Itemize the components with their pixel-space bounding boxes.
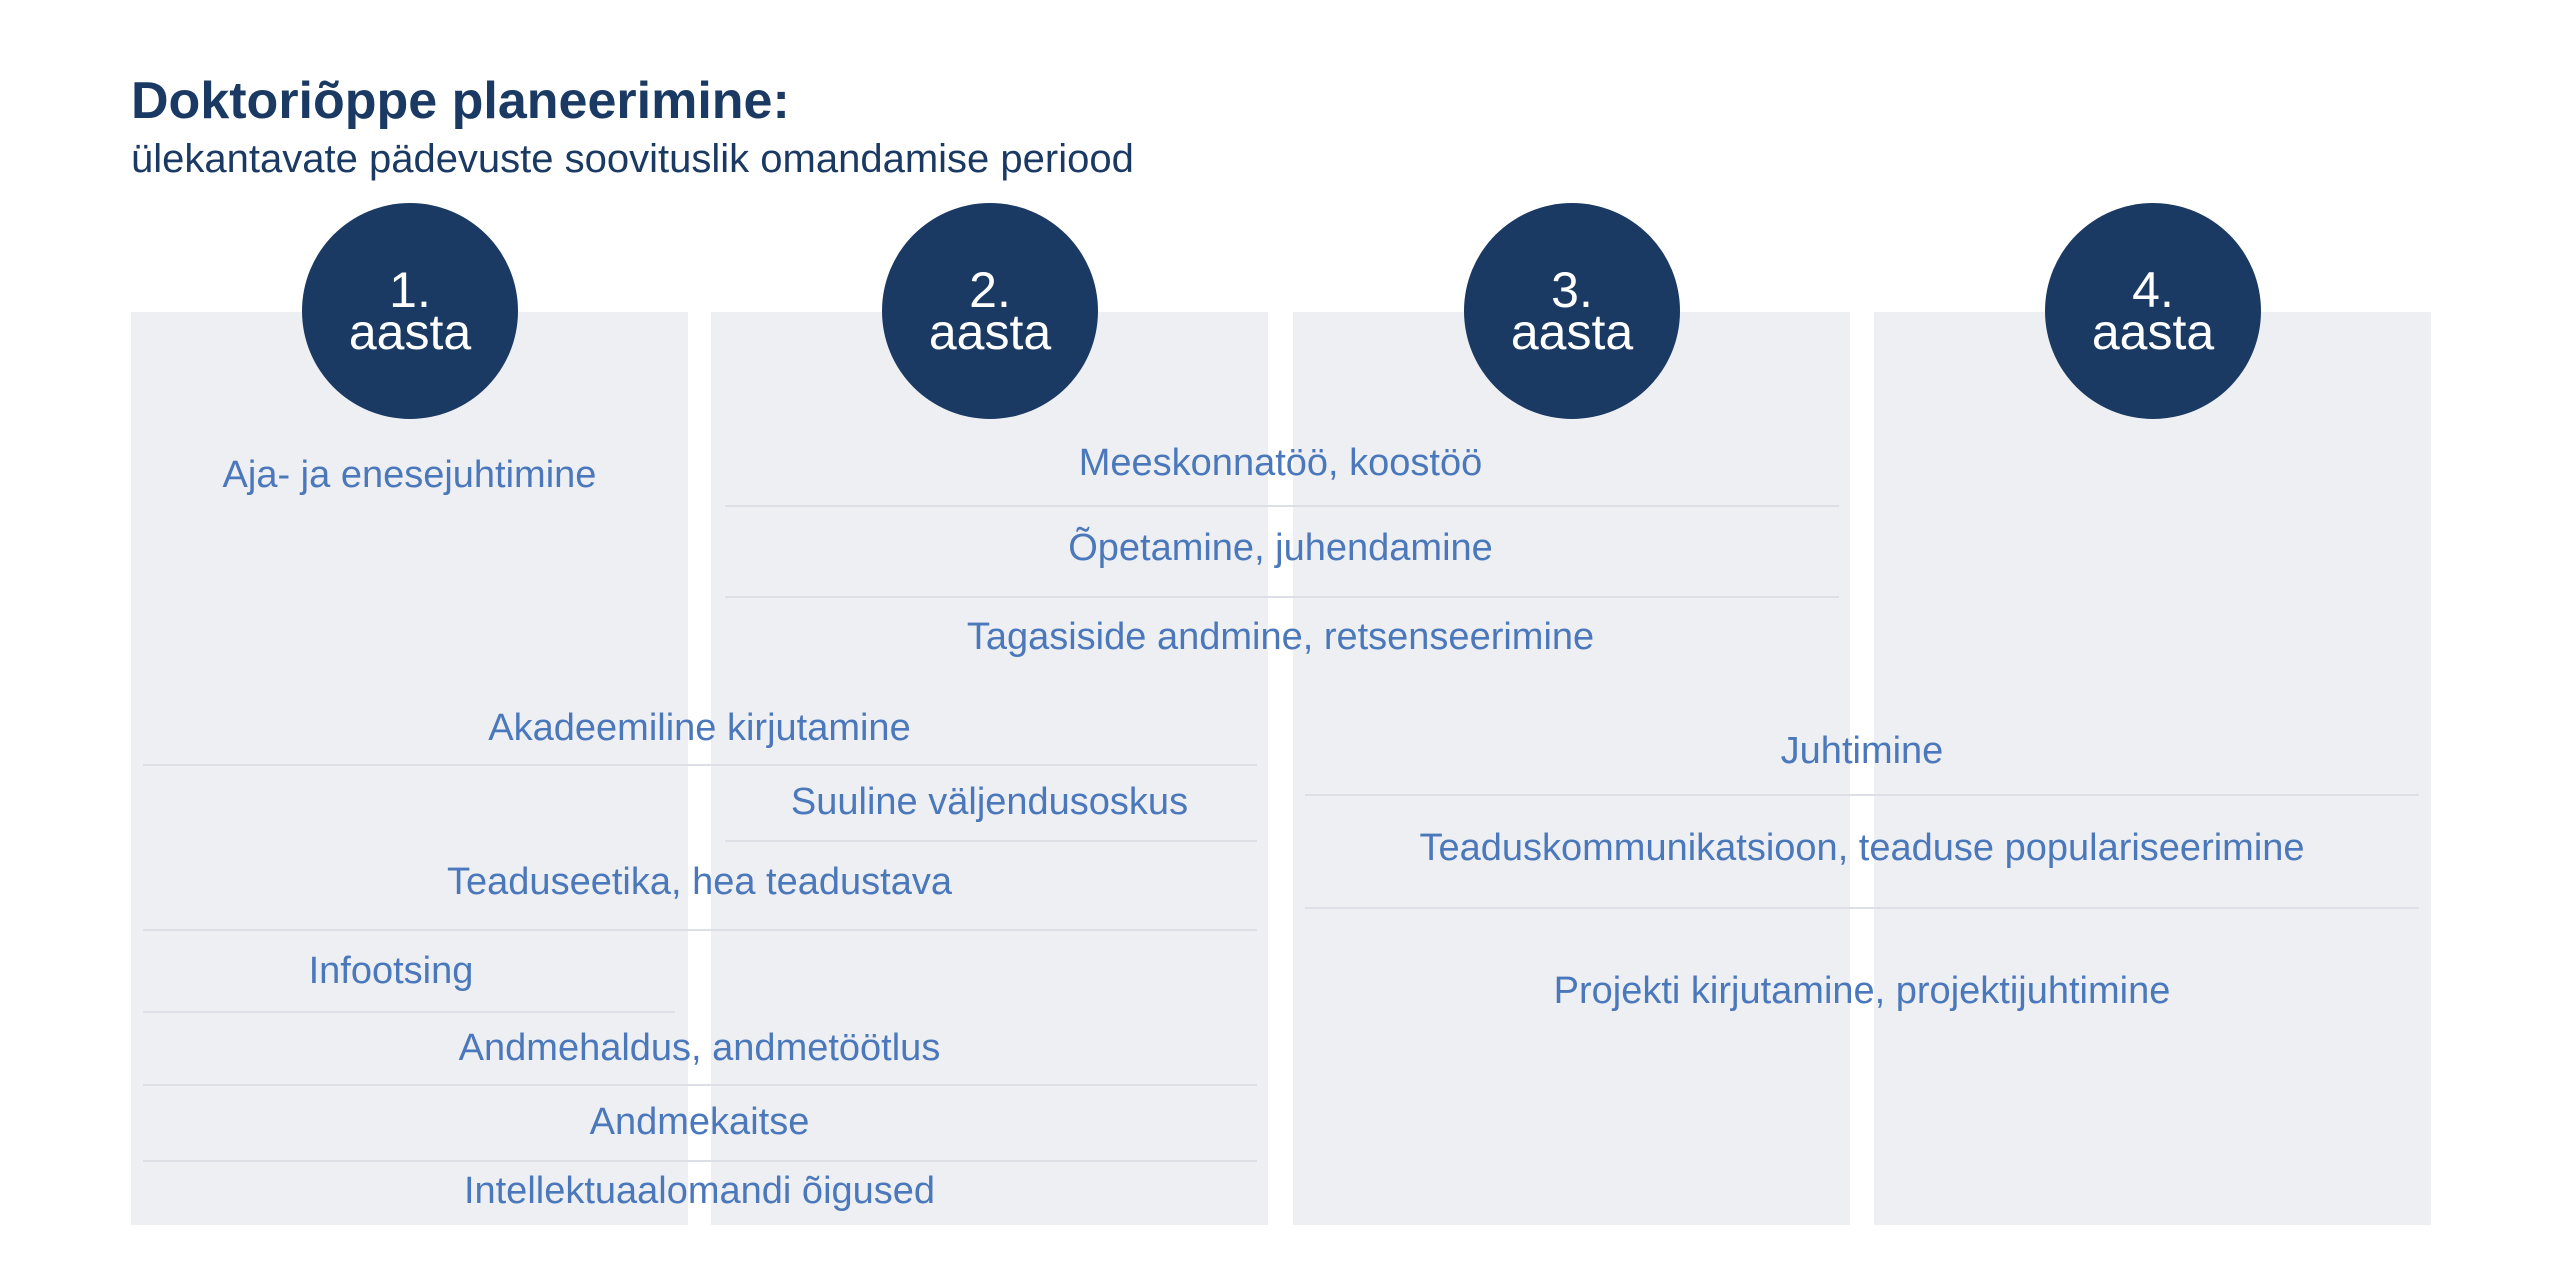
year-3-column	[1293, 312, 1850, 1225]
competency-teaching: Õpetamine, juhendamine	[1068, 527, 1493, 569]
year-word: aasta	[928, 304, 1052, 360]
year-2-circle: 2. aasta	[882, 203, 1098, 419]
competency-data-management: Andmehaldus, andmetöötlus	[458, 1027, 941, 1069]
competency-time-management: Aja- ja enesejuhtimine	[222, 454, 597, 496]
year-number: 1.	[389, 261, 431, 318]
year-3-circle: 3. aasta	[1464, 203, 1680, 419]
year-4-column	[1874, 312, 2431, 1225]
competency-data-protection: Andmekaitse	[589, 1101, 810, 1143]
separator-line	[143, 1160, 1257, 1162]
competency-intellectual-property: Intellektuaalomandi õigused	[463, 1170, 936, 1212]
separator-line	[1305, 794, 2419, 796]
competency-academic-writing: Akadeemiline kirjutamine	[488, 707, 911, 749]
year-word: aasta	[1510, 304, 1634, 360]
separator-line	[1305, 907, 2419, 909]
separator-line	[143, 764, 1257, 766]
year-number: 4.	[2132, 261, 2174, 318]
competency-feedback: Tagasiside andmine, retsenseerimine	[966, 616, 1595, 658]
separator-line	[143, 1084, 1257, 1086]
year-word: aasta	[348, 304, 472, 360]
year-2-column	[711, 312, 1268, 1225]
year-number: 3.	[1551, 261, 1593, 318]
competency-oral-expression: Suuline väljendusoskus	[790, 781, 1189, 823]
year-1-column	[131, 312, 688, 1225]
competency-information-search: Infootsing	[308, 950, 474, 992]
year-number: 2.	[969, 261, 1011, 318]
separator-line	[143, 1011, 675, 1013]
separator-line	[725, 840, 1257, 842]
separator-line	[143, 929, 1257, 931]
year-1-circle: 1. aasta	[302, 203, 518, 419]
competency-leadership: Juhtimine	[1780, 730, 1944, 772]
separator-line	[725, 596, 1839, 598]
page-subtitle: ülekantavate pädevuste soovituslik omand…	[131, 137, 1134, 181]
year-word: aasta	[2091, 304, 2215, 360]
competency-teamwork: Meeskonnatöö, koostöö	[1078, 442, 1483, 484]
year-4-circle: 4. aasta	[2045, 203, 2261, 419]
page-title: Doktoriõppe planeerimine:	[131, 72, 790, 130]
separator-line	[725, 505, 1839, 507]
competency-project-writing: Projekti kirjutamine, projektijuhtimine	[1553, 970, 2171, 1012]
competency-research-ethics: Teaduseetika, hea teadustava	[447, 861, 952, 903]
competency-science-communication: Teaduskommunikatsioon, teaduse popularis…	[1419, 827, 2305, 869]
